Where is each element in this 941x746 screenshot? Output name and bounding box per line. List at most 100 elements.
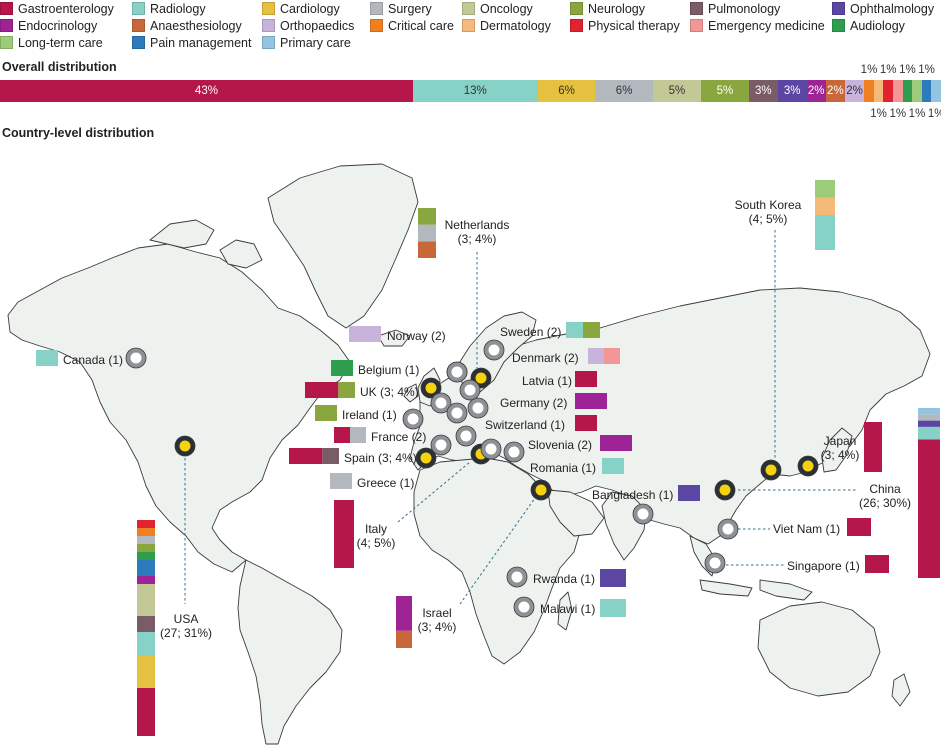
- country-bar-slovenia-endocrinology: [600, 435, 632, 451]
- legend-swatch: [690, 19, 703, 32]
- legend-item-primary-care: Primary care: [262, 34, 351, 51]
- legend-label: Surgery: [388, 1, 432, 16]
- country-label-japan: Japan (3; 4%): [795, 434, 885, 462]
- overall-bar-cardiology: [537, 80, 596, 102]
- overall-bar-audiology: [902, 80, 913, 102]
- legend-item-long-term-care: Long-term care: [0, 34, 103, 51]
- overall-bar-label: 3%: [783, 85, 801, 97]
- country-bar-usa-cardiology: [137, 656, 155, 688]
- country-label-israel: Israel (3; 4%): [392, 606, 482, 634]
- country-name: Viet Nam (1): [773, 522, 841, 536]
- legend-swatch: [462, 2, 475, 15]
- country-bar-latvia-gastroenterology: [575, 371, 597, 387]
- country-bar-china-surgery: [918, 414, 940, 421]
- overall-bar-pain-management: [921, 80, 932, 102]
- overall-bar-physical-therapy: [883, 80, 894, 102]
- country-bar-uk-gastroenterology: [305, 382, 339, 398]
- marker-sweden: [483, 339, 505, 361]
- legend-item-dermatology: Dermatology: [462, 17, 551, 34]
- japan-islands: [821, 427, 853, 473]
- country-bar-china-ophthalmology: [918, 420, 940, 427]
- country-bar-usa-audiology: [137, 552, 155, 560]
- legend-label: Dermatology: [480, 18, 551, 33]
- overall-bar-label: 6%: [615, 85, 633, 97]
- country-label-usa: USA (27; 31%): [141, 612, 231, 640]
- marker-singapore: [704, 552, 726, 574]
- country-distribution-title: Country-level distribution: [2, 126, 155, 140]
- overall-bar-primary-care: [931, 80, 941, 102]
- country-bar-bangladesh-ophthalmology: [678, 485, 700, 501]
- marker-viet-nam: [717, 518, 739, 540]
- country-bar-netherlands-surgery: [418, 224, 436, 242]
- overall-bar-label: 1%: [927, 108, 941, 120]
- legend-swatch: [370, 19, 383, 32]
- country-name: UK (3; 4%): [360, 385, 419, 399]
- marker-israel: [530, 479, 552, 501]
- country-bar-greece-surgery: [330, 473, 352, 489]
- legend-swatch: [262, 19, 275, 32]
- country-bar-rwanda-ophthalmology: [600, 569, 626, 587]
- country-name: Sweden (2): [500, 325, 562, 339]
- country-label-denmark: Denmark (2): [512, 351, 579, 365]
- marker-denmark: [446, 361, 468, 383]
- country-name: Germany (2): [500, 396, 568, 410]
- marker-latvia: [459, 379, 481, 401]
- leader-line-italy: [397, 461, 471, 523]
- legend-label: Oncology: [480, 1, 533, 16]
- country-bar-south-korea-long-term-care: [815, 180, 835, 198]
- legend-item-audiology: Audiology: [832, 17, 905, 34]
- legend-item-anaesthesiology: Anaesthesiology: [132, 17, 242, 34]
- country-bar-usa-critical-care: [137, 528, 155, 536]
- country-bar-germany-endocrinology: [575, 393, 607, 409]
- africa-landmass: [413, 457, 581, 665]
- country-label-sweden: Sweden (2): [500, 325, 561, 339]
- marker-romania: [503, 441, 525, 463]
- country-name: Rwanda (1): [533, 572, 596, 586]
- legend-item-physical-therapy: Physical therapy: [570, 17, 680, 34]
- australia-landmass: [757, 601, 881, 697]
- marker-malawi: [513, 596, 535, 618]
- new-zealand: [891, 673, 911, 707]
- overall-bar-label: 1%: [908, 108, 926, 120]
- country-bar-usa-neurology: [137, 544, 155, 552]
- country-bar-sweden-neurology: [583, 322, 600, 338]
- country-bar-usa-endocrinology: [137, 576, 155, 584]
- marker-ireland: [402, 408, 424, 430]
- country-label-greece: Greece (1): [357, 476, 414, 490]
- overall-bar-label: 1%: [870, 108, 887, 120]
- country-label-bangladesh: Bangladesh (1): [592, 488, 673, 502]
- marker-france: [430, 434, 452, 456]
- legend-item-pulmonology: Pulmonology: [690, 0, 780, 17]
- country-bar-viet-nam-gastroenterology: [847, 518, 871, 536]
- legend-item-pain-management: Pain management: [132, 34, 251, 51]
- country-bar-spain-pulmonology: [322, 448, 339, 464]
- country-bar-canada-radiology: [36, 350, 58, 366]
- country-bar-netherlands-anaesthesiology: [418, 241, 436, 258]
- legend-label: Emergency medicine: [708, 18, 825, 33]
- country-bar-malawi-radiology: [600, 599, 626, 617]
- marker-slovenia: [480, 438, 502, 460]
- legend-item-endocrinology: Endocrinology: [0, 17, 97, 34]
- overall-bar-orthopaedics: [844, 80, 865, 102]
- ireland-island: [403, 383, 419, 403]
- overall-bar-radiology: [412, 80, 539, 102]
- country-bar-sweden-radiology: [566, 322, 583, 338]
- overall-bar-pulmonology: [748, 80, 779, 102]
- country-label-malawi: Malawi (1): [540, 602, 595, 616]
- arctic-islands: [149, 219, 215, 249]
- overall-bar-oncology: [652, 80, 702, 102]
- indonesia-2: [759, 579, 813, 601]
- legend-swatch: [570, 19, 583, 32]
- country-label-viet-nam: Viet Nam (1): [773, 522, 840, 536]
- country-name: Greece (1): [357, 476, 415, 490]
- country-bar-israel-endocrinology: [396, 596, 412, 631]
- country-bar-usa-surgery: [137, 536, 155, 544]
- country-bar-norway-orthopaedics: [349, 326, 381, 342]
- country-label-south-korea: South Korea (4; 5%): [723, 198, 813, 226]
- country-markers: [125, 339, 819, 618]
- legend-swatch: [132, 36, 145, 49]
- legend-swatch: [370, 2, 383, 15]
- country-name: Netherlands: [444, 218, 510, 232]
- legend-swatch: [132, 19, 145, 32]
- legend-label: Neurology: [588, 1, 645, 16]
